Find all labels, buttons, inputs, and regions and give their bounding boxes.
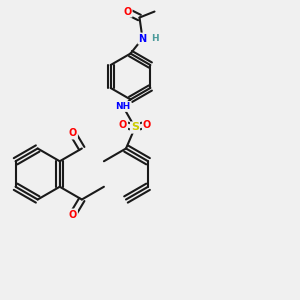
Text: O: O (69, 209, 77, 220)
Text: NH: NH (116, 102, 130, 111)
Text: H: H (152, 34, 159, 43)
Text: O: O (69, 128, 77, 139)
Text: O: O (143, 119, 151, 130)
Text: O: O (119, 119, 127, 130)
Text: N: N (138, 34, 147, 44)
Text: S: S (131, 122, 139, 133)
Text: O: O (123, 7, 132, 16)
